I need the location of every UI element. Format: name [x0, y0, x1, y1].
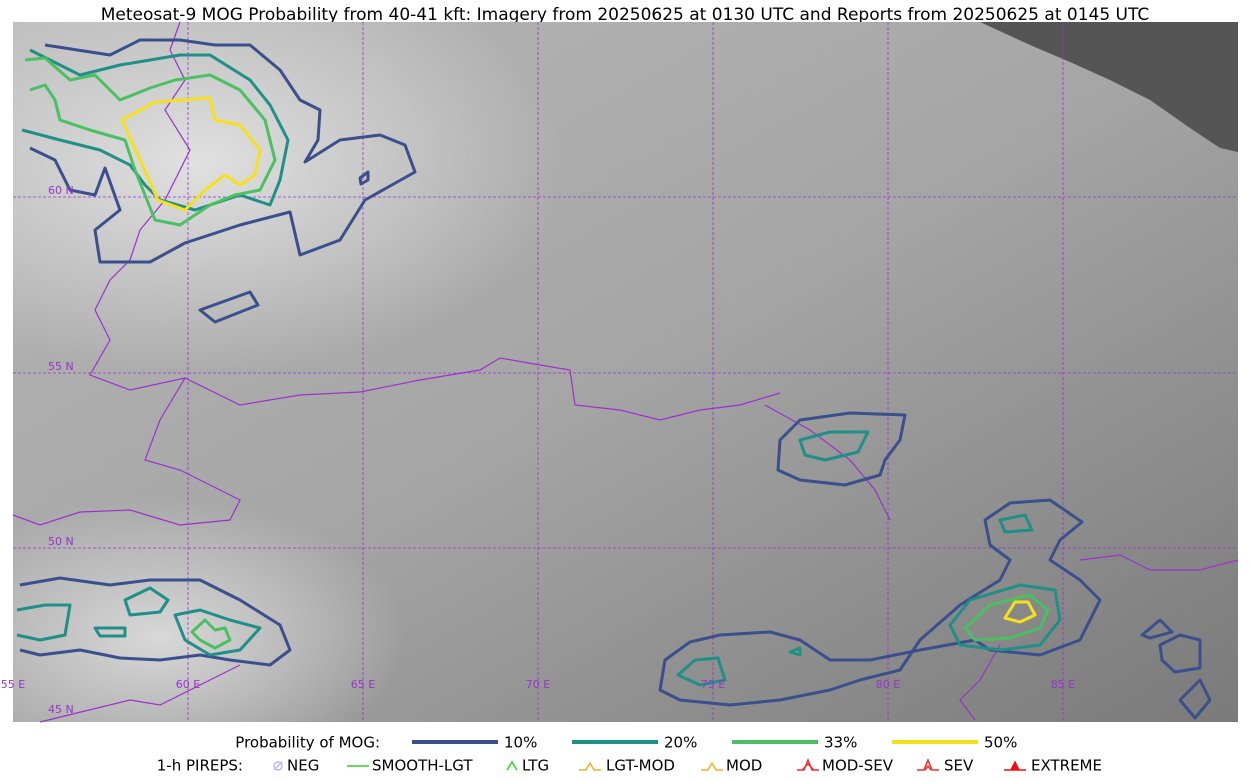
legend-label: 10% [504, 734, 537, 752]
pirep-icon [917, 757, 939, 771]
legend-title: 1-h PIREPS: [157, 757, 243, 775]
contour-0 [1140, 618, 1174, 640]
no-data-area [980, 22, 1238, 152]
contour-1 [21, 48, 290, 212]
contour-1 [93, 626, 127, 638]
lat-label: 55 N [48, 360, 74, 373]
borders [12, 21, 1239, 723]
legend-label: MOD-SEV [822, 757, 894, 775]
pirep-icon [1004, 760, 1026, 771]
contour-0 [358, 170, 370, 186]
legend-label: 50% [984, 734, 1017, 752]
legend-label: LGT-MOD [606, 757, 675, 775]
pirep-icon [701, 761, 723, 771]
legend-title: Probability of MOG: [235, 734, 380, 752]
contour-1 [16, 603, 72, 642]
border [39, 664, 241, 723]
pirep-icon [506, 760, 518, 771]
legend-label: 20% [664, 734, 697, 752]
contour-1 [676, 656, 727, 687]
contour-2 [190, 618, 232, 650]
border [764, 404, 891, 521]
legend-label: NEG [287, 757, 319, 775]
graticule-labels: 60 N 55 N 50 N 45 N 55 E 60 E 65 E 70 E 75 E 80 E… [1, 184, 1075, 716]
contour-1 [788, 646, 802, 657]
contour-2 [963, 593, 1050, 642]
contour-1 [948, 583, 1062, 652]
lon-label: 65 E [351, 678, 375, 691]
pirep-icon [273, 761, 283, 771]
contour-0 [29, 38, 417, 264]
lat-label: 45 N [48, 703, 74, 716]
contour-1 [798, 430, 870, 462]
lon-label: 60 E [176, 678, 200, 691]
title: Meteosat-9 MOG Probability from 40-41 kf… [101, 5, 1150, 25]
contour-0 [658, 498, 1102, 707]
contour-0 [198, 290, 260, 324]
lon-label: 80 E [876, 678, 900, 691]
border [1079, 554, 1239, 571]
bright-cloud [13, 22, 1238, 722]
contour-1 [998, 513, 1034, 534]
contour-0 [1178, 678, 1212, 720]
lon-label: 70 E [526, 678, 550, 691]
contour-2 [24, 56, 277, 227]
legend-label: EXTREME [1031, 757, 1102, 775]
contour-0 [1158, 633, 1202, 674]
lat-label: 50 N [48, 535, 74, 548]
legend-label: MOD [726, 757, 762, 775]
legend-label: LTG [522, 757, 549, 775]
pirep-icon [579, 761, 601, 771]
border [12, 21, 241, 526]
map: 60 N 55 N 50 N 45 N 55 E 60 E 65 E 70 E 75 E 80 E… [1, 21, 1239, 723]
contour-1 [173, 608, 262, 657]
graticule [13, 22, 1238, 722]
pirep-icon [797, 757, 819, 771]
contour-1 [123, 586, 170, 617]
lon-label: 75 E [701, 678, 725, 691]
contours [16, 38, 1212, 720]
contour-3 [1003, 600, 1037, 624]
contour-0 [776, 411, 907, 487]
legend-label: 33% [824, 734, 857, 752]
legend-label: SEV [944, 757, 974, 775]
contour-0 [19, 576, 292, 667]
lon-label: 85 E [1051, 678, 1075, 691]
legend-label: SMOOTH-LGT [372, 757, 473, 775]
legend: Probability of MOG: 10% 20% 33% 50% 1-h PIREP… [157, 734, 1102, 775]
lat-label: 60 N [48, 184, 74, 197]
border [184, 357, 781, 421]
contour-3 [120, 96, 262, 212]
lon-label: 55 E [1, 678, 25, 691]
border [959, 644, 1001, 721]
